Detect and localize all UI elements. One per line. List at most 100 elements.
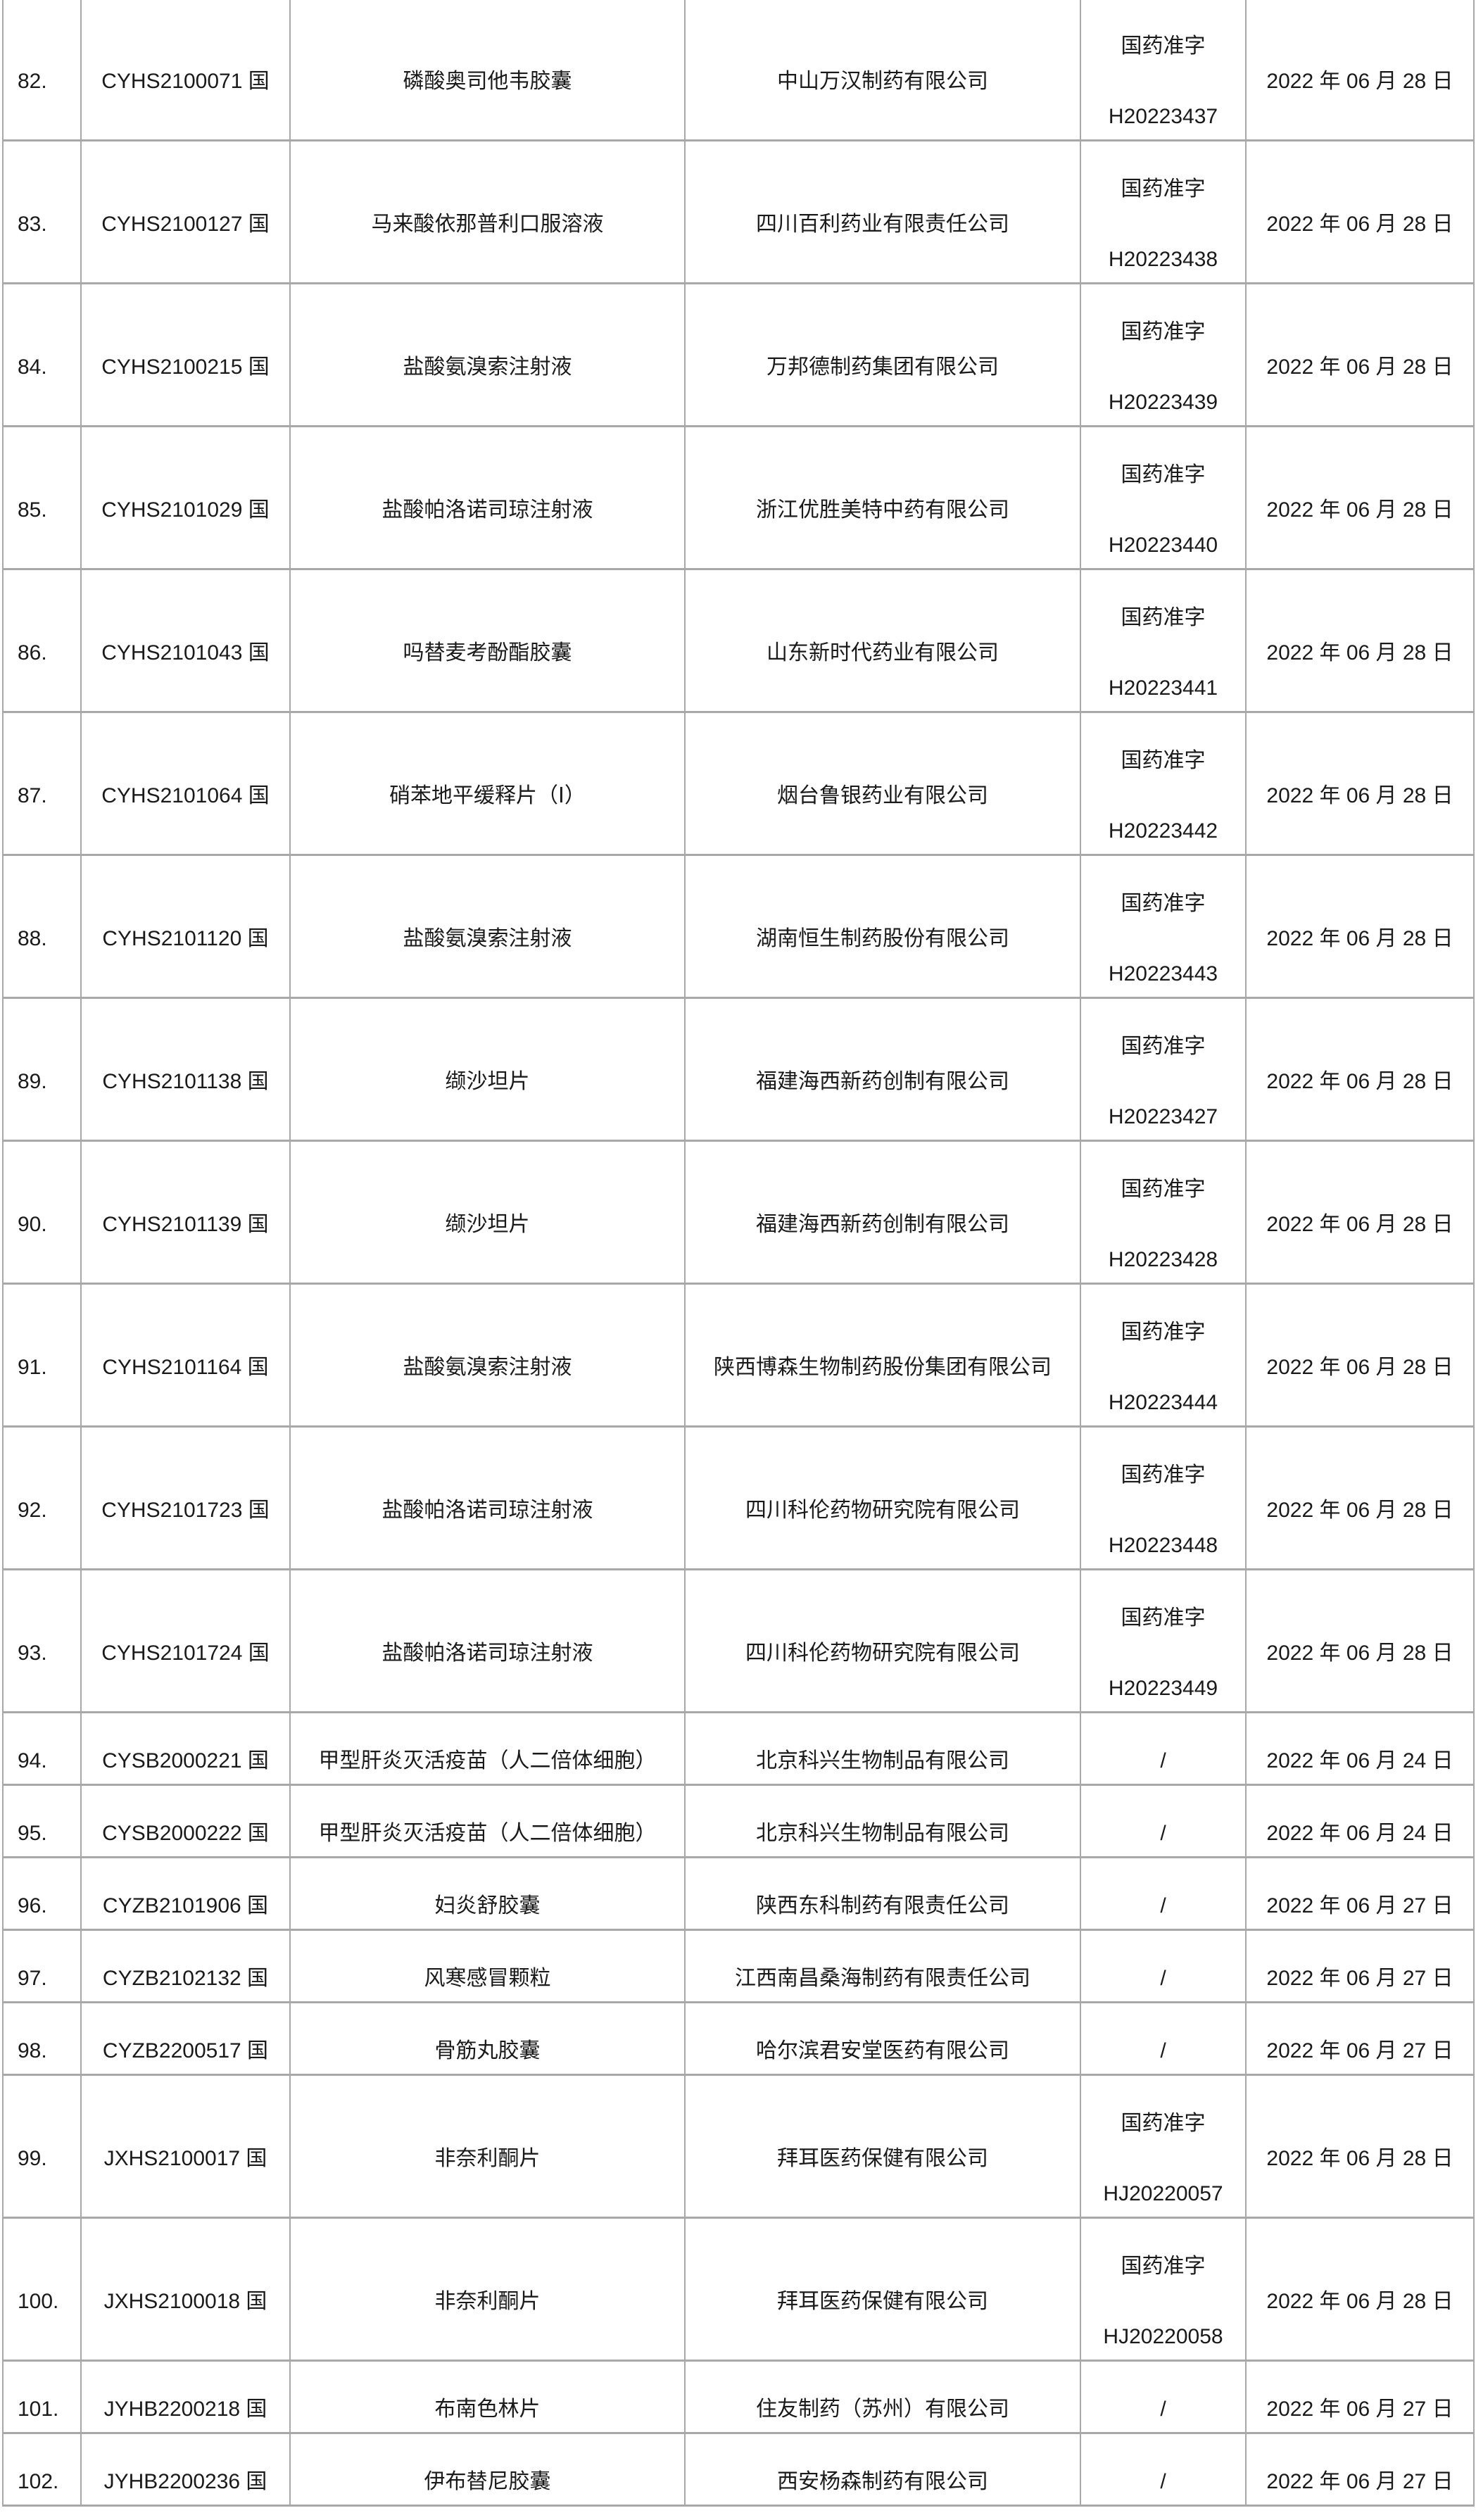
row-number: 91. bbox=[18, 1356, 47, 1379]
approval-date: 2022 年 06 月 28 日 bbox=[1266, 2290, 1453, 2313]
acceptance-code: CYHS2101139 国 bbox=[102, 1213, 269, 1236]
approval-prefix: 国药准字 bbox=[1121, 892, 1206, 915]
company-name: 拜耳医药保健有限公司 bbox=[777, 2147, 988, 2170]
approval-date-cell: 2022 年 06 月 28 日 bbox=[1245, 711, 1475, 856]
row-number-cell: 91. bbox=[2, 1283, 82, 1428]
acceptance-code: CYHS2101138 国 bbox=[102, 1070, 269, 1093]
company-name-cell: 西安杨森制药有限公司 bbox=[684, 2432, 1081, 2507]
acceptance-code-cell: CYHS2101164 国 bbox=[80, 1283, 291, 1428]
approval-prefix: 国药准字 bbox=[1121, 1463, 1206, 1487]
acceptance-code-cell: CYHS2101029 国 bbox=[80, 425, 291, 570]
acceptance-code-cell: CYHS2100071 国 bbox=[80, 0, 291, 141]
approval-date: 2022 年 06 月 27 日 bbox=[1266, 2470, 1453, 2493]
approval-prefix: 国药准字 bbox=[1121, 177, 1206, 201]
approval-number-cell: 国药准字 HJ20220058 bbox=[1080, 2217, 1247, 2362]
approval-date-cell: 2022 年 06 月 28 日 bbox=[1245, 282, 1475, 427]
company-name: 住友制药（苏州）有限公司 bbox=[756, 2398, 1009, 2421]
drug-name: 伊布替尼胶囊 bbox=[424, 2470, 551, 2493]
row-number: 83. bbox=[18, 213, 47, 236]
row-number-cell: 93. bbox=[2, 1568, 82, 1713]
table-row: 99. JXHS2100017 国 非奈利酮片 拜耳医药保健有限公司 国药准字 HJ202… bbox=[2, 2074, 1475, 2219]
drug-name-cell: 布南色林片 bbox=[289, 2360, 686, 2434]
drug-name-cell: 甲型肝炎灭活疫苗（人二倍体细胞） bbox=[289, 1711, 686, 1786]
approval-number-cell: 国药准字 H20223442 bbox=[1080, 711, 1247, 856]
approval-number-cell: 国药准字 H20223427 bbox=[1080, 997, 1247, 1142]
acceptance-code: CYSB2000222 国 bbox=[102, 1822, 269, 1845]
row-number-cell: 86. bbox=[2, 568, 82, 713]
table-row: 90. CYHS2101139 国 缬沙坦片 福建海西新药创制有限公司 国药准字 H202… bbox=[2, 1140, 1475, 1285]
drug-name-cell: 盐酸氨溴索注射液 bbox=[289, 282, 686, 427]
acceptance-code: JXHS2100017 国 bbox=[103, 2147, 267, 2170]
row-number-cell: 92. bbox=[2, 1425, 82, 1570]
approval-date: 2022 年 06 月 27 日 bbox=[1266, 2039, 1453, 2062]
company-name: 福建海西新药创制有限公司 bbox=[756, 1213, 1009, 1236]
acceptance-code-cell: JXHS2100017 国 bbox=[80, 2074, 291, 2219]
row-number-cell: 94. bbox=[2, 1711, 82, 1786]
drug-name: 骨筋丸胶囊 bbox=[434, 2039, 541, 2062]
approval-prefix: 国药准字 bbox=[1121, 606, 1206, 629]
drug-name: 妇炎舒胶囊 bbox=[434, 1894, 541, 1917]
row-number: 82. bbox=[18, 70, 47, 93]
approval-date-cell: 2022 年 06 月 24 日 bbox=[1245, 1784, 1475, 1858]
company-name-cell: 北京科兴生物制品有限公司 bbox=[684, 1784, 1081, 1858]
row-number-cell: 98. bbox=[2, 2001, 82, 2076]
approval-date: 2022 年 06 月 28 日 bbox=[1266, 927, 1453, 950]
company-name: 烟台鲁银药业有限公司 bbox=[777, 784, 988, 807]
table-row: 101. JYHB2200218 国 布南色林片 住友制药（苏州）有限公司 / 2022 … bbox=[2, 2360, 1475, 2434]
approval-date: 2022 年 06 月 24 日 bbox=[1266, 1822, 1453, 1845]
drug-name-cell: 骨筋丸胶囊 bbox=[289, 2001, 686, 2076]
approval-date: 2022 年 06 月 28 日 bbox=[1266, 213, 1453, 236]
company-name-cell: 福建海西新药创制有限公司 bbox=[684, 997, 1081, 1142]
approval-date: 2022 年 06 月 28 日 bbox=[1266, 1213, 1453, 1236]
table-row: 88. CYHS2101120 国 盐酸氨溴索注射液 湖南恒生制药股份有限公司 国药准字… bbox=[2, 854, 1475, 999]
approval-number-cell: 国药准字 H20223437 bbox=[1080, 0, 1247, 141]
row-number: 87. bbox=[18, 784, 47, 807]
approval-date: 2022 年 06 月 27 日 bbox=[1266, 1967, 1453, 1990]
table-row: 97. CYZB2102132 国 风寒感冒颗粒 江西南昌桑海制药有限责任公司 / 202… bbox=[2, 1929, 1475, 2003]
row-number: 101. bbox=[18, 2398, 59, 2421]
company-name: 福建海西新药创制有限公司 bbox=[756, 1070, 1009, 1093]
row-number-cell: 96. bbox=[2, 1856, 82, 1931]
approval-no: HJ20220058 bbox=[1103, 2325, 1223, 2348]
company-name-cell: 陕西东科制药有限责任公司 bbox=[684, 1856, 1081, 1931]
acceptance-code: JYHB2200218 国 bbox=[103, 2398, 267, 2421]
drug-name-cell: 非奈利酮片 bbox=[289, 2074, 686, 2219]
approval-no: H20223440 bbox=[1108, 534, 1218, 557]
acceptance-code: JXHS2100018 国 bbox=[103, 2290, 267, 2313]
table-row: 87. CYHS2101064 国 硝苯地平缓释片（Ⅰ） 烟台鲁银药业有限公司 国药准字… bbox=[2, 711, 1475, 856]
drug-name: 缬沙坦片 bbox=[445, 1070, 530, 1093]
company-name: 江西南昌桑海制药有限责任公司 bbox=[735, 1967, 1030, 1990]
approval-prefix: 国药准字 bbox=[1121, 1321, 1206, 1344]
company-name: 湖南恒生制药股份有限公司 bbox=[756, 927, 1009, 950]
approval-prefix: 国药准字 bbox=[1121, 1606, 1206, 1630]
company-name: 北京科兴生物制品有限公司 bbox=[756, 1822, 1009, 1845]
drug-name: 非奈利酮片 bbox=[434, 2147, 541, 2170]
drug-name: 布南色林片 bbox=[434, 2398, 541, 2421]
row-number-cell: 87. bbox=[2, 711, 82, 856]
approval-number-cell: 国药准字 H20223438 bbox=[1080, 139, 1247, 284]
approval-date: 2022 年 06 月 28 日 bbox=[1266, 1070, 1453, 1093]
drug-name: 马来酸依那普利口服溶液 bbox=[371, 213, 604, 236]
acceptance-code-cell: CYSB2000222 国 bbox=[80, 1784, 291, 1858]
approval-no: H20223437 bbox=[1108, 105, 1218, 128]
acceptance-code: CYHS2100127 国 bbox=[101, 213, 270, 236]
approval-number-cell: / bbox=[1080, 2360, 1247, 2434]
company-name-cell: 哈尔滨君安堂医药有限公司 bbox=[684, 2001, 1081, 2076]
row-number: 90. bbox=[18, 1213, 47, 1236]
table-row: 100. JXHS2100018 国 非奈利酮片 拜耳医药保健有限公司 国药准字 HJ20… bbox=[2, 2217, 1475, 2362]
company-name-cell: 烟台鲁银药业有限公司 bbox=[684, 711, 1081, 856]
row-number-cell: 88. bbox=[2, 854, 82, 999]
approval-number-cell: / bbox=[1080, 1929, 1247, 2003]
acceptance-code-cell: CYHS2100215 国 bbox=[80, 282, 291, 427]
company-name-cell: 拜耳医药保健有限公司 bbox=[684, 2074, 1081, 2219]
drug-name-cell: 伊布替尼胶囊 bbox=[289, 2432, 686, 2507]
company-name: 万邦德制药集团有限公司 bbox=[767, 355, 999, 379]
table-row: 85. CYHS2101029 国 盐酸帕洛诺司琼注射液 浙江优胜美特中药有限公司 国药… bbox=[2, 425, 1475, 570]
drug-name: 盐酸氨溴索注射液 bbox=[403, 927, 572, 950]
approval-no: H20223427 bbox=[1108, 1105, 1218, 1128]
table-row: 102. JYHB2200236 国 伊布替尼胶囊 西安杨森制药有限公司 / 2022 年… bbox=[2, 2432, 1475, 2507]
row-number-cell: 90. bbox=[2, 1140, 82, 1285]
company-name: 山东新时代药业有限公司 bbox=[767, 641, 999, 664]
acceptance-code: CYZB2200517 国 bbox=[102, 2039, 269, 2062]
company-name-cell: 万邦德制药集团有限公司 bbox=[684, 282, 1081, 427]
